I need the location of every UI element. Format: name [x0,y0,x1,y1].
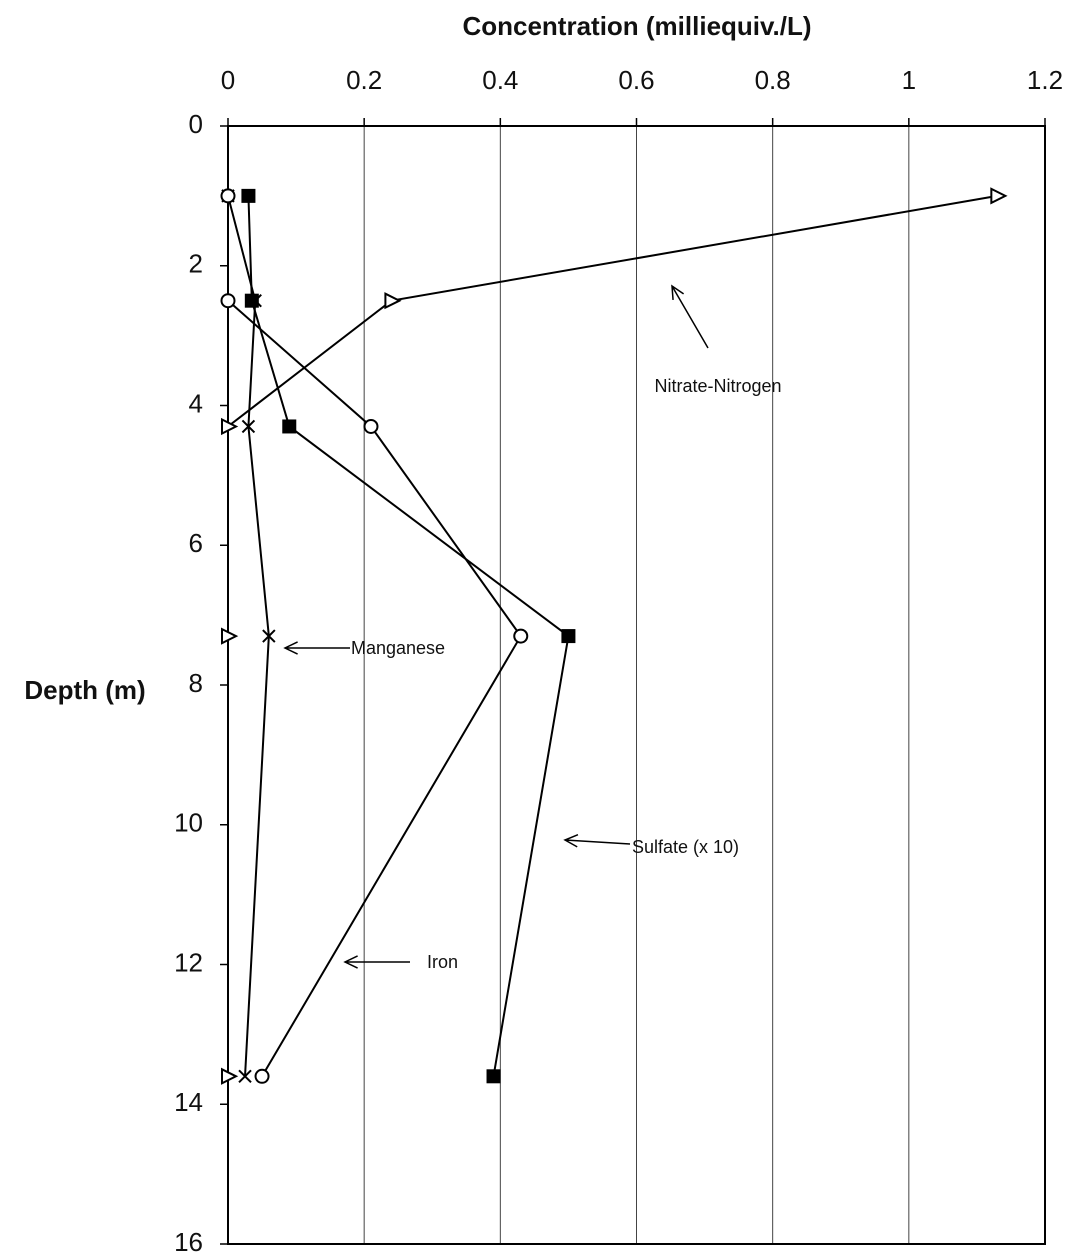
marker [221,417,239,436]
y-tick-label: 2 [189,249,203,279]
marker [384,292,402,310]
y-tick-label: 12 [174,947,203,977]
marker [221,627,239,645]
y-tick-label: 0 [189,109,203,139]
marker [241,419,256,434]
marker [363,418,379,434]
y-tick-label: 14 [174,1087,203,1117]
series-label: Nitrate-Nitrogen [654,376,781,396]
series-line [227,194,998,1077]
y-axis-title: Depth (m) [24,675,145,705]
y-tick-label: 16 [174,1227,203,1257]
marker [220,188,236,204]
x-tick-label: 0.4 [482,65,518,95]
x-tick-label: 0.8 [755,65,791,95]
x-tick-label: 0.6 [618,65,654,95]
marker [282,419,297,434]
marker [990,187,1008,205]
arrow [563,834,631,848]
series-label: Sulfate (x 10) [632,837,739,857]
y-tick-label: 6 [189,528,203,558]
arrow [671,284,709,349]
marker [221,1067,239,1085]
marker [254,1068,270,1084]
y-tick-label: 4 [189,388,203,418]
marker [262,629,276,643]
x-tick-label: 0.2 [346,65,382,95]
marker [513,628,529,644]
marker [238,1069,252,1084]
y-tick-label: 8 [189,668,203,698]
y-tick-label: 10 [174,808,203,838]
x-tick-label: 0 [221,65,235,95]
marker [244,293,259,308]
marker [241,188,256,203]
x-tick-label: 1 [902,65,916,95]
x-tick-label: 1.2 [1027,65,1063,95]
x-axis-title: Concentration (milliequiv./L) [462,11,811,41]
marker [561,629,576,644]
arrow [343,955,410,969]
series-line [227,195,522,1077]
arrow [283,641,350,655]
series-label: Iron [427,952,458,972]
series-label: Manganese [351,638,445,658]
marker [220,293,236,309]
marker [486,1069,501,1084]
